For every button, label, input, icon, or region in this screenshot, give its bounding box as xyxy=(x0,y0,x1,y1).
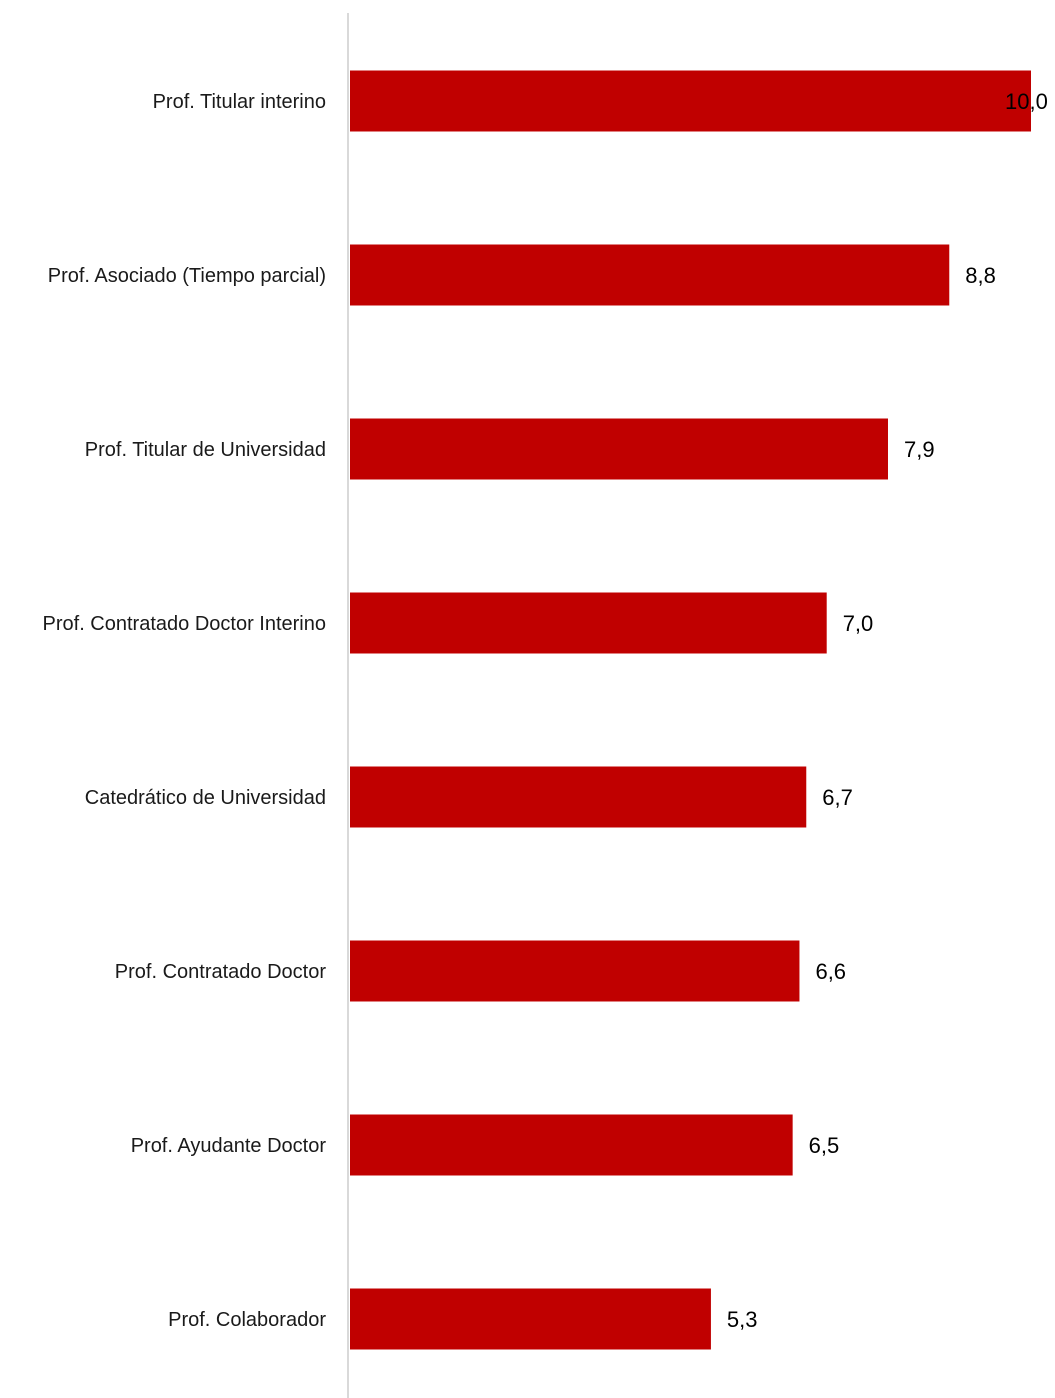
data-label: 10,0 xyxy=(1005,89,1048,114)
bar xyxy=(350,766,807,828)
category-label: Prof. Contratado Doctor xyxy=(115,961,327,983)
bar xyxy=(350,418,888,480)
category-label: Prof. Asociado (Tiempo parcial) xyxy=(48,265,326,287)
data-label: 8,8 xyxy=(965,263,996,288)
bar xyxy=(350,1288,711,1350)
bar xyxy=(350,244,950,306)
category-label: Prof. Ayudante Doctor xyxy=(131,1135,327,1157)
category-label: Prof. Contratado Doctor Interino xyxy=(43,613,326,635)
category-label: Prof. Titular interino xyxy=(153,91,326,113)
category-label: Prof. Colaborador xyxy=(168,1309,326,1331)
bar xyxy=(350,940,800,1002)
data-label: 6,6 xyxy=(815,959,846,984)
bar xyxy=(350,70,1031,132)
category-label: Prof. Titular de Universidad xyxy=(85,439,326,461)
data-label: 6,7 xyxy=(822,785,853,810)
bars-layer xyxy=(350,70,1031,1350)
data-label: 5,3 xyxy=(727,1307,758,1332)
bar xyxy=(350,1114,793,1176)
data-label: 7,9 xyxy=(904,437,935,462)
data-label: 7,0 xyxy=(843,611,874,636)
data-label: 6,5 xyxy=(809,1133,840,1158)
labels-layer: Prof. Titular interino 10,0 Prof. Asociado… xyxy=(43,89,1048,1332)
category-label: Catedrático de Universidad xyxy=(85,787,326,809)
bar xyxy=(350,592,827,654)
